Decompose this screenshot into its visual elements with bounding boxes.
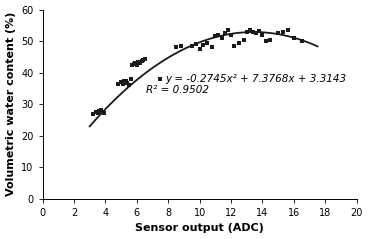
Point bbox=[101, 111, 107, 115]
Point bbox=[173, 45, 179, 49]
Point bbox=[96, 109, 102, 113]
Point bbox=[213, 34, 218, 38]
Point bbox=[194, 42, 200, 46]
Y-axis label: Volumetric water content (%): Volumetric water content (%) bbox=[6, 12, 15, 196]
Point bbox=[138, 59, 144, 63]
Point bbox=[219, 36, 225, 40]
Point bbox=[120, 82, 125, 86]
Point bbox=[115, 82, 121, 86]
Point bbox=[215, 33, 221, 37]
Point bbox=[128, 77, 134, 81]
Point bbox=[132, 61, 138, 65]
X-axis label: Sensor output (ADC): Sensor output (ADC) bbox=[135, 223, 264, 234]
Point bbox=[291, 36, 297, 40]
Point bbox=[280, 30, 286, 33]
Point bbox=[231, 44, 237, 48]
Point bbox=[124, 81, 130, 85]
Point bbox=[284, 28, 290, 32]
Point bbox=[275, 31, 281, 35]
Point bbox=[259, 33, 265, 37]
Point bbox=[225, 28, 231, 32]
Point bbox=[158, 77, 163, 81]
Point bbox=[200, 43, 206, 47]
Point bbox=[244, 30, 250, 33]
Point bbox=[129, 63, 135, 67]
Point bbox=[121, 80, 127, 83]
Point bbox=[250, 30, 256, 34]
Point bbox=[135, 60, 141, 64]
Point bbox=[236, 41, 242, 45]
Point bbox=[98, 108, 104, 112]
Point bbox=[268, 38, 273, 41]
Point bbox=[142, 58, 148, 61]
Point bbox=[123, 79, 129, 82]
Point bbox=[247, 28, 253, 32]
Point bbox=[94, 111, 100, 115]
Point bbox=[134, 64, 140, 67]
Point bbox=[256, 29, 262, 33]
Point bbox=[228, 33, 234, 37]
Point bbox=[197, 47, 203, 51]
Point bbox=[204, 41, 210, 45]
Point bbox=[131, 62, 137, 66]
Point bbox=[137, 61, 143, 65]
Point bbox=[189, 44, 195, 48]
Point bbox=[118, 80, 124, 84]
Point bbox=[209, 45, 215, 49]
Point bbox=[241, 38, 246, 42]
Point bbox=[140, 58, 146, 62]
Point bbox=[93, 110, 99, 114]
Point bbox=[222, 31, 228, 35]
Point bbox=[126, 83, 132, 87]
Point bbox=[178, 44, 184, 48]
Point bbox=[90, 112, 96, 116]
Point bbox=[253, 31, 259, 35]
Text: R² = 0.9502: R² = 0.9502 bbox=[146, 85, 209, 95]
Text: y = -0.2745x² + 7.3768x + 3.3143: y = -0.2745x² + 7.3768x + 3.3143 bbox=[165, 74, 346, 84]
Point bbox=[263, 39, 269, 43]
Point bbox=[299, 39, 305, 43]
